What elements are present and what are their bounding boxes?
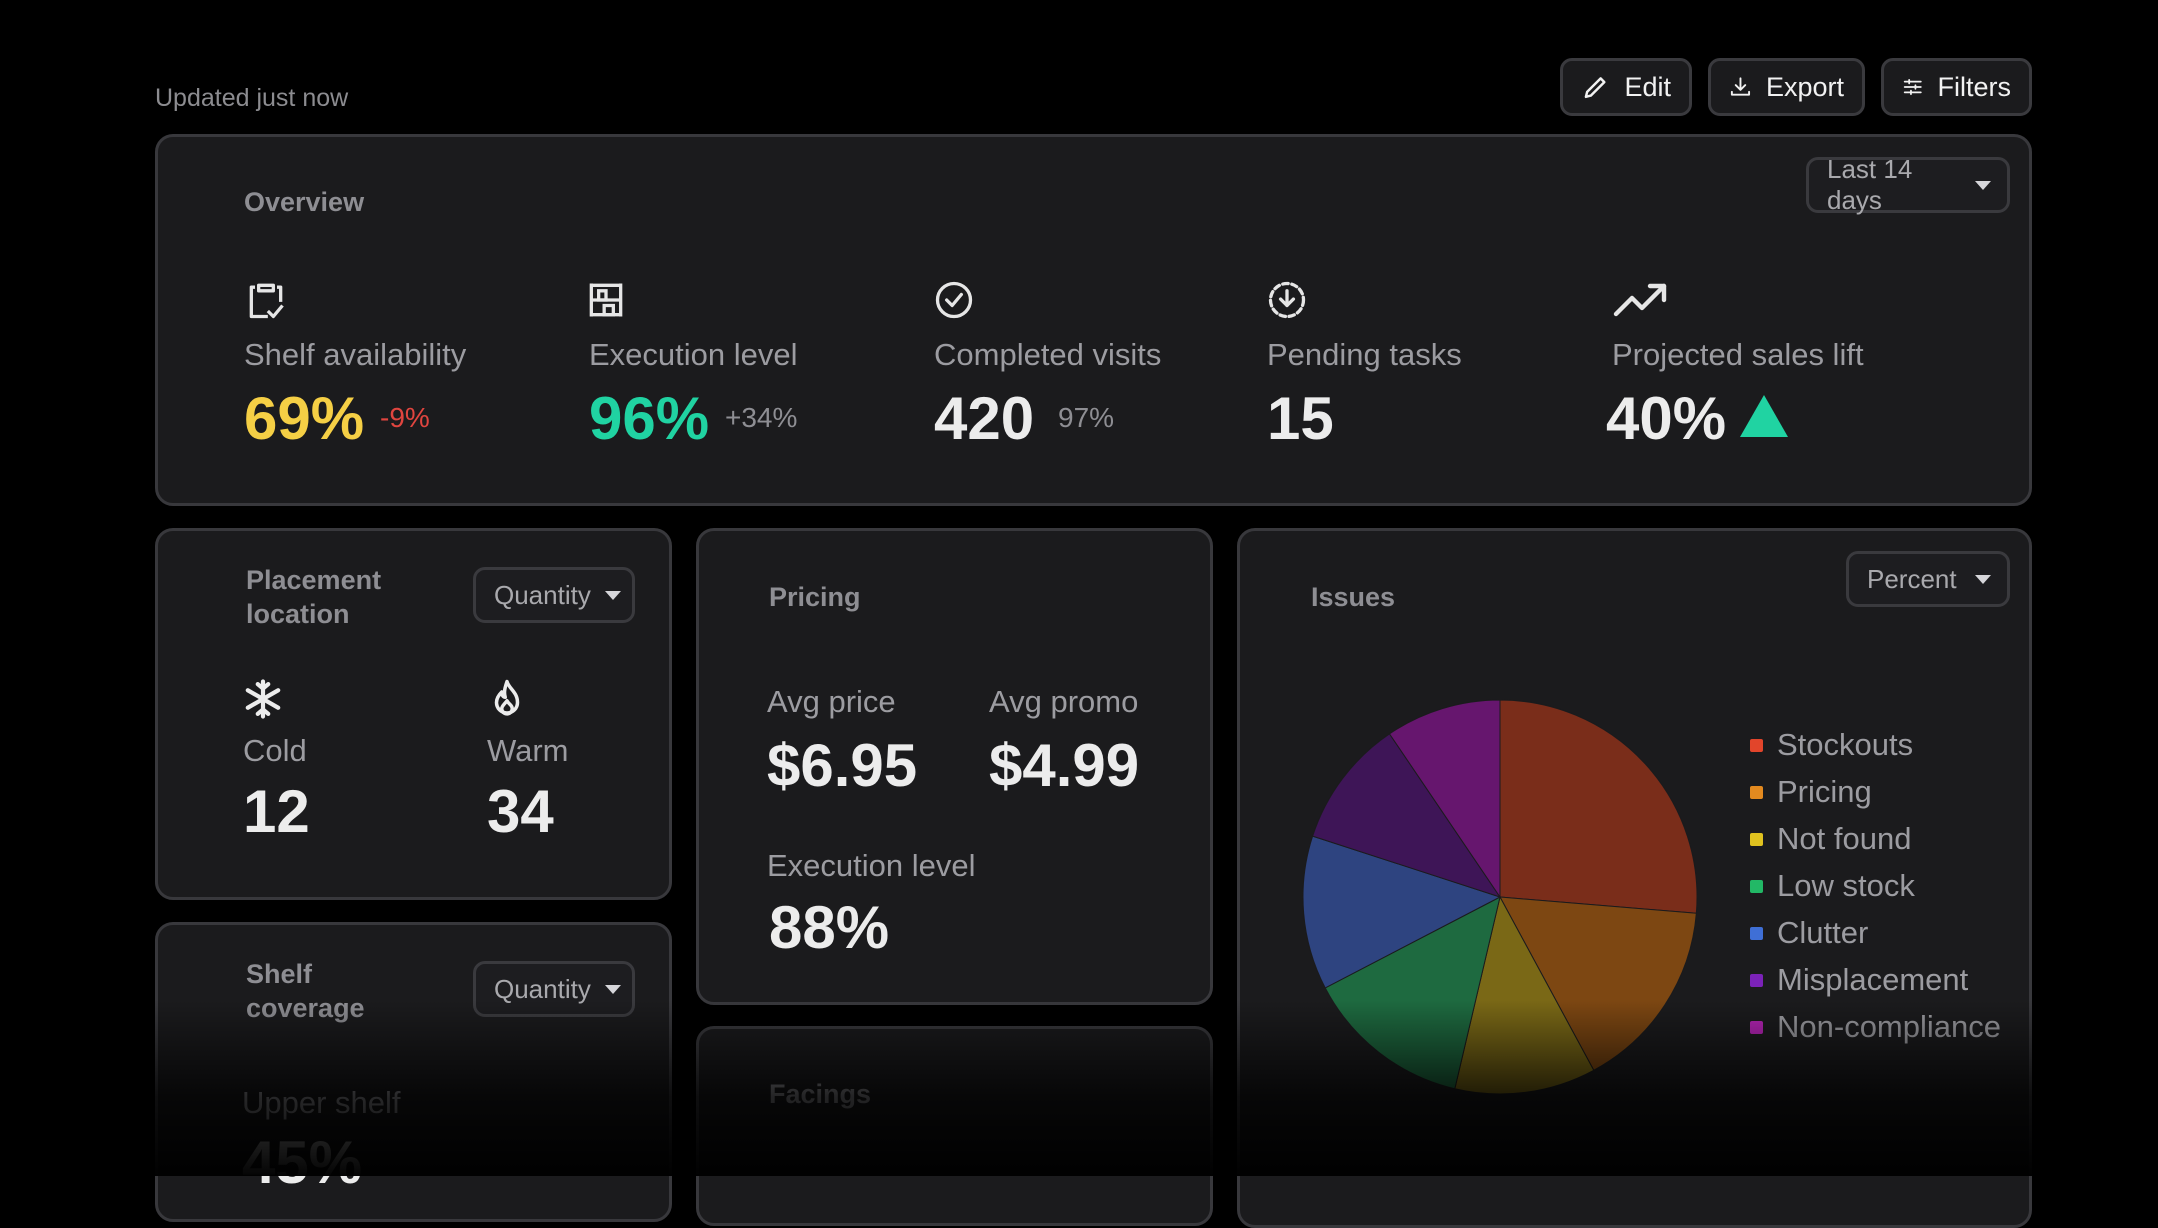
legend-label: Not found (1777, 821, 1912, 856)
warm-label: Warm (487, 733, 569, 768)
pricing-execution-value: 88% (769, 894, 890, 961)
up-triangle-icon (1740, 395, 1788, 437)
pricing-title: Pricing (769, 582, 861, 612)
legend-item: Not found (1750, 821, 1911, 857)
chevron-down-icon (1975, 574, 1991, 584)
download-icon (1730, 77, 1751, 96)
avg-promo-value: $4.99 (989, 732, 1140, 799)
warm-value: 34 (487, 778, 554, 845)
legend-label: Stockouts (1777, 727, 1914, 762)
issues-pie-chart (1302, 699, 1698, 1095)
issues-select[interactable]: Percent (1846, 551, 2010, 607)
metric-label-shelf-availability: Shelf availability (244, 337, 467, 372)
shelf-coverage-select[interactable]: Quantity (473, 961, 635, 1017)
metric-value-projected-sales-lift: 40% (1606, 385, 1727, 452)
pricing-execution-label: Execution level (767, 848, 976, 883)
range-select[interactable]: Last 14 days (1806, 154, 2010, 215)
placement-select-value: Quantity (494, 579, 591, 610)
legend-swatch (1750, 926, 1763, 940)
legend-label: Misplacement (1777, 962, 1969, 997)
legend-label: Non-compliance (1777, 1009, 2001, 1044)
export-label: Export (1765, 71, 1844, 102)
pie-slice-clutter (1302, 835, 1502, 989)
pie-slice-misplacement (1312, 733, 1502, 898)
shelf-coverage-select-value: Quantity (494, 973, 591, 1004)
pie-slice-non-compliance (1388, 699, 1501, 899)
cold-value: 12 (243, 778, 310, 845)
metric-label-pending-tasks: Pending tasks (1267, 337, 1462, 372)
avg-promo-label: Avg promo (989, 684, 1139, 719)
chevron-down-icon (604, 590, 621, 600)
edit-label: Edit (1624, 71, 1671, 102)
facings-title: Facings (769, 1079, 872, 1109)
metric-value-completed-visits: 420 (934, 385, 1035, 452)
metric-label-projected-sales-lift: Projected sales lift (1612, 337, 1864, 372)
filters-button[interactable]: Filters (1881, 58, 2032, 116)
metric-label-completed-visits: Completed visits (934, 337, 1162, 372)
avg-price-value: $6.95 (767, 732, 918, 799)
check-circle-icon (935, 281, 973, 319)
legend-label: Low stock (1777, 868, 1915, 903)
issues-title: Issues (1311, 582, 1396, 612)
upper-shelf-value: 45% (242, 1129, 363, 1196)
placement-select[interactable]: Quantity (473, 567, 635, 623)
facings-card (696, 1026, 1213, 1226)
chevron-down-icon (1975, 180, 1991, 190)
metric-value-execution-level: 96% (589, 385, 710, 452)
filters-label: Filters (1937, 71, 2012, 102)
flame-icon (494, 679, 520, 716)
issues-select-value: Percent (1867, 563, 1957, 594)
pricing-card (696, 528, 1213, 1005)
legend-label: Pricing (1777, 774, 1872, 809)
pie-slice-stockouts (1499, 699, 1698, 914)
metric-delta-execution-level: +34% (725, 402, 798, 433)
overview-title: Overview (244, 187, 365, 217)
metric-delta-completed-visits: 97% (1058, 402, 1115, 433)
range-select-value: Last 14 days (1827, 154, 1913, 215)
placement-title: Placement location (246, 565, 382, 629)
sliders-icon (1903, 78, 1922, 96)
download-circle-icon (1268, 281, 1306, 319)
legend-item: Pricing (1750, 774, 1872, 810)
legend-item: Low stock (1750, 868, 1915, 904)
legend-swatch (1750, 785, 1763, 799)
legend-item: Non-compliance (1750, 1009, 2001, 1045)
legend-swatch (1750, 879, 1763, 893)
export-button[interactable]: Export (1708, 58, 1865, 116)
avg-price-label: Avg price (767, 684, 896, 719)
legend-item: Misplacement (1750, 962, 1968, 998)
legend-swatch (1750, 738, 1763, 752)
chevron-down-icon (604, 984, 621, 994)
upper-shelf-label: Upper shelf (242, 1085, 401, 1120)
legend-swatch (1750, 832, 1763, 846)
snowflake-icon (245, 679, 281, 719)
legend-label: Clutter (1777, 915, 1869, 950)
pencil-icon (1584, 77, 1606, 99)
shelf-coverage-title: Shelf coverage (246, 959, 365, 1023)
legend-swatch (1750, 973, 1763, 987)
metric-delta-shelf-availability: -9% (380, 402, 430, 433)
trending-up-icon (1613, 283, 1667, 317)
clipboard-check-icon (249, 283, 284, 319)
legend-item: Clutter (1750, 915, 1868, 951)
edit-button[interactable]: Edit (1560, 58, 1692, 116)
cold-label: Cold (243, 733, 307, 768)
metric-value-pending-tasks: 15 (1267, 385, 1334, 452)
updated-status: Updated just now (155, 84, 349, 112)
overview-card (155, 134, 2032, 506)
shelves-icon (589, 283, 623, 317)
metric-value-shelf-availability: 69% (244, 385, 365, 452)
legend-item: Stockouts (1750, 727, 1913, 763)
metric-label-execution-level: Execution level (589, 337, 798, 372)
legend-swatch (1750, 1020, 1763, 1034)
